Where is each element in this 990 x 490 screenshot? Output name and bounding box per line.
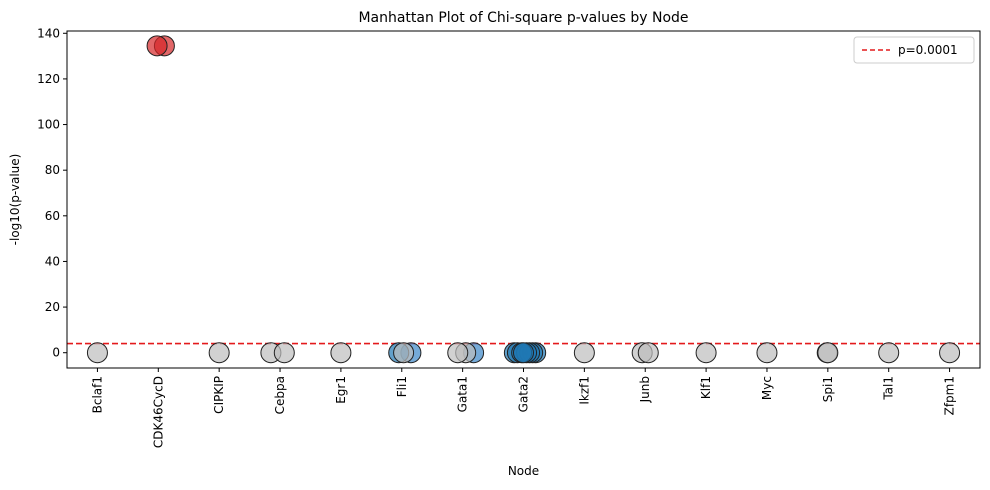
data-point [447, 342, 469, 364]
data-point [273, 342, 295, 364]
x-tick-label: Gata2 [517, 376, 531, 412]
y-axis-label: -log10(p-value) [8, 154, 22, 246]
legend-threshold-label: p=0.0001 [898, 43, 958, 57]
data-point [86, 342, 108, 364]
data-point [208, 342, 230, 364]
y-axis: 0 20 40 60 80 100 120 140 [37, 26, 67, 360]
y-tick-label: 120 [37, 72, 60, 86]
y-tick-label: 100 [37, 118, 60, 132]
x-tick-label: Ikzf1 [577, 376, 591, 405]
data-point [146, 35, 168, 57]
data-points [86, 35, 961, 364]
x-tick-label: CIPKIP [212, 376, 226, 414]
x-tick-label: Cebpa [273, 376, 287, 414]
data-point [817, 342, 839, 364]
x-tick-label: Egr1 [334, 376, 348, 404]
data-point [878, 342, 900, 364]
data-point [513, 342, 534, 364]
legend-box [853, 36, 975, 64]
chart-title: Manhattan Plot of Chi-square p-values by… [358, 10, 688, 26]
plot-area [67, 35, 980, 364]
y-tick-label: 80 [45, 163, 60, 177]
x-tick-label: Gata1 [456, 376, 470, 412]
y-tick-label: 40 [45, 254, 60, 268]
data-point [756, 342, 778, 364]
x-tick-label: Myc [760, 376, 774, 400]
y-tick-label: 140 [37, 26, 60, 40]
data-point [330, 342, 352, 364]
legend: p=0.0001 [853, 36, 975, 64]
x-tick-label: Spi1 [821, 376, 835, 402]
x-tick-label: Fli1 [395, 376, 409, 397]
x-tick-label: Zfpm1 [943, 376, 957, 415]
data-point [573, 342, 595, 364]
data-point [393, 342, 415, 364]
x-tick-label: Bclaf1 [90, 376, 104, 413]
x-tick-label: Klf1 [699, 376, 713, 399]
x-tick-label: Junb [638, 376, 652, 403]
x-tick-label: Tal1 [882, 376, 896, 401]
data-point [939, 342, 961, 364]
y-tick-label: 20 [45, 300, 60, 314]
data-point [695, 342, 717, 364]
x-tick-label: CDK46CycD [151, 376, 165, 448]
x-axis-label: Node [508, 464, 539, 478]
y-tick-label: 60 [45, 209, 60, 223]
x-axis: Bclaf1 CDK46CycD CIPKIP Cebpa Egr1 Fli1 Gata1 G… [90, 368, 957, 448]
y-tick-label: 0 [52, 346, 60, 360]
data-point [637, 342, 659, 364]
